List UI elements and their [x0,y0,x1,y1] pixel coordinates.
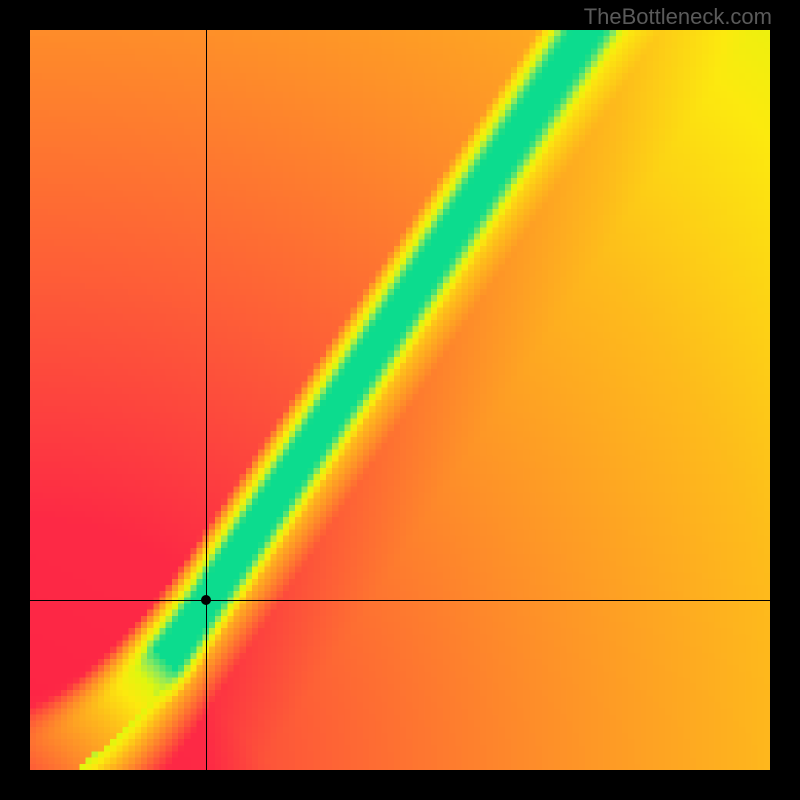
heatmap-canvas [30,30,770,770]
selected-point-marker [201,595,211,605]
heatmap-plot-area [30,30,770,770]
crosshair-horizontal [30,600,770,601]
crosshair-vertical [206,30,207,770]
watermark-text: TheBottleneck.com [584,4,772,30]
